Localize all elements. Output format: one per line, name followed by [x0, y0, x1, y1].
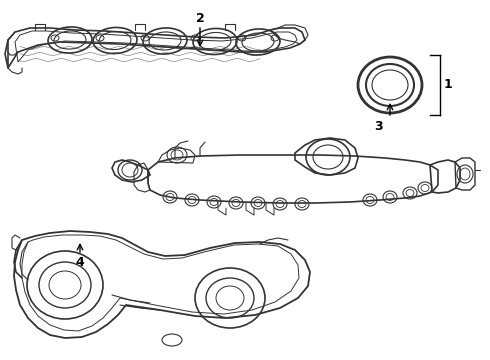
Text: 1: 1 — [443, 78, 452, 91]
Text: 4: 4 — [75, 256, 84, 269]
Text: 2: 2 — [196, 12, 204, 24]
Text: 3: 3 — [374, 120, 382, 132]
